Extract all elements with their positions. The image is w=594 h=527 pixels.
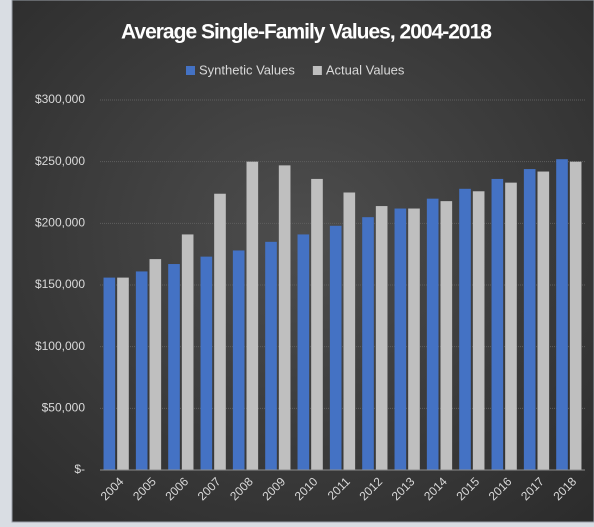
- bar: [311, 178, 323, 470]
- bar: [343, 192, 356, 470]
- bar: [265, 241, 277, 470]
- bar: [472, 191, 485, 470]
- bar: [569, 161, 582, 470]
- y-tick-label: $250,000: [35, 154, 85, 168]
- bar: [491, 178, 504, 470]
- bar: [232, 250, 245, 470]
- y-tick-label: $200,000: [35, 216, 85, 230]
- bar: [103, 277, 116, 470]
- legend-swatch: [312, 66, 322, 75]
- legend-label: Synthetic Values: [199, 62, 295, 77]
- bar: [168, 264, 180, 470]
- bar: [375, 206, 388, 471]
- bar: [459, 188, 471, 471]
- bar: [214, 193, 226, 470]
- bar: [505, 182, 517, 470]
- y-tick-label: $50,000: [42, 401, 86, 415]
- bar: [149, 259, 162, 470]
- bar: [135, 271, 148, 470]
- bar: [278, 165, 291, 470]
- chart-title: Average Single-Family Values, 2004-2018: [121, 21, 492, 44]
- bar: [537, 171, 550, 471]
- bar: [440, 201, 453, 470]
- y-tick-label: $150,000: [35, 277, 85, 291]
- bar: [200, 256, 213, 470]
- bar: [297, 234, 310, 470]
- bar: [556, 159, 568, 470]
- bar: [394, 208, 407, 471]
- legend-label: Actual Values: [326, 62, 405, 77]
- bar: [117, 277, 129, 470]
- y-tick-label: $300,000: [35, 92, 85, 106]
- bar: [362, 217, 374, 470]
- y-tick-label: $-: [74, 462, 85, 476]
- y-tick-label: $100,000: [35, 339, 85, 353]
- bar: [426, 198, 439, 470]
- legend-swatch: [186, 66, 195, 75]
- bar: [523, 169, 536, 471]
- bar: [408, 208, 420, 471]
- bar: [246, 161, 259, 470]
- bar: [329, 225, 342, 470]
- bar: [181, 234, 194, 470]
